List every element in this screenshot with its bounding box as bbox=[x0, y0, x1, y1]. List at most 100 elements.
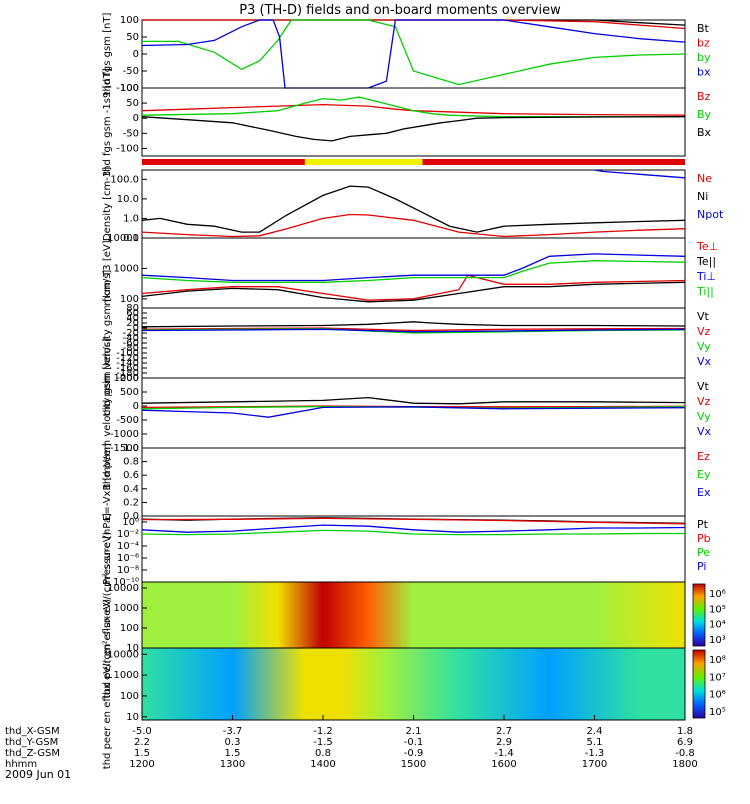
panel-frame-5 bbox=[141, 307, 686, 379]
ytick-label-5-8: -80 bbox=[123, 343, 139, 354]
ephem-value-3-6: 1800 bbox=[672, 759, 697, 770]
colorbar-tick-10-1: 10⁷ bbox=[709, 672, 726, 683]
colorbar-tick-9-2: 10⁴ bbox=[709, 620, 726, 631]
series-line-5-Vz bbox=[141, 327, 686, 332]
colorbar-tick-9-0: 10⁶ bbox=[709, 589, 726, 600]
series-line-5-Vt bbox=[141, 321, 686, 328]
ephem-value-1-3: -0.1 bbox=[404, 737, 424, 748]
panel-3: 100.0 10.0 1.0 0.1 Density [cm-3] Ne Ni Npot bbox=[102, 167, 724, 244]
ephem-label-1: thd_Y-GSM bbox=[5, 737, 58, 748]
mode-bar-segment-1 bbox=[304, 159, 423, 165]
ytick-label-7-4: 0.2 bbox=[123, 497, 139, 508]
ylabel-1: thd fgs gsm [nT] bbox=[102, 13, 113, 96]
ytick-label-8-0: 10⁰ bbox=[122, 517, 139, 528]
ephem-value-3-4: 1600 bbox=[491, 759, 516, 770]
ytick-label-6-4: -1000 bbox=[110, 429, 139, 440]
ytick-label-3-0: 100.0 bbox=[110, 174, 139, 185]
ytick-label-1-1: 50 bbox=[126, 32, 139, 43]
ytick-label-8-3: 10⁻⁶ bbox=[117, 553, 139, 564]
legend-1-1: bz bbox=[697, 37, 710, 50]
ephem-value-2-2: 0.8 bbox=[315, 748, 331, 759]
panel-9: 10⁶ 10⁵ 10⁴ 10³ 10000 1000 100 10 thd peir en ef… bbox=[102, 531, 726, 698]
ytick-label-2-4: -100 bbox=[116, 143, 139, 154]
ytick-label-7-1: 0.8 bbox=[123, 457, 139, 468]
ytick-label-8-1: 10⁻² bbox=[117, 529, 139, 540]
ephem-value-2-6: -0.8 bbox=[675, 748, 695, 759]
legend-6-3: Vx bbox=[697, 425, 712, 438]
legend-2-1: By bbox=[697, 108, 712, 121]
ephem-value-2-3: -0.9 bbox=[404, 748, 424, 759]
mode-bar-segment-2 bbox=[422, 159, 685, 165]
ytick-label-1-3: -50 bbox=[123, 66, 139, 77]
legend-4-0: Te⊥ bbox=[696, 240, 718, 253]
ytick-label-5-3: 20 bbox=[126, 318, 139, 329]
ephem-value-1-0: 2.2 bbox=[134, 737, 150, 748]
date-label: 2009 Jun 01 bbox=[5, 768, 71, 781]
ephem-value-1-2: -1.5 bbox=[313, 737, 333, 748]
legend-5-3: Vx bbox=[697, 355, 712, 368]
series-line-4-Ti⊥ bbox=[141, 253, 686, 282]
ytick-label-9-3: 10 bbox=[126, 643, 139, 654]
series-line-1-by bbox=[142, 19, 686, 86]
panel-4: 10000 1000 100 mom T3 [eV] Te⊥ Te|| Ti⊥ Ti|| bbox=[102, 233, 718, 309]
ephem-value-3-1: 1300 bbox=[220, 759, 245, 770]
series-line-5-Vx bbox=[141, 328, 686, 333]
ytick-label-8-5: 10⁻¹⁰ bbox=[113, 577, 139, 588]
legend-3-2: Npot bbox=[697, 208, 724, 221]
legend-8-3: Pi bbox=[697, 560, 706, 573]
panel-frame-1 bbox=[141, 19, 686, 89]
colorbar-tick-9-1: 10⁵ bbox=[709, 604, 726, 615]
ephem-value-3-5: 1700 bbox=[582, 759, 607, 770]
ephem-label-2: thd_Z-GSM bbox=[5, 748, 60, 759]
ephem-label-3: hhmm bbox=[5, 759, 37, 770]
ephem-value-2-4: -1.4 bbox=[494, 748, 514, 759]
series-line-4-Te|| bbox=[141, 281, 686, 303]
series-line-4-Ti|| bbox=[141, 260, 686, 283]
legend-8-2: Pe bbox=[697, 546, 710, 559]
ytick-label-6-1: 500 bbox=[120, 387, 139, 398]
legend-3-0: Ne bbox=[697, 172, 712, 185]
ytick-label-10-3: 10 bbox=[126, 712, 139, 723]
colorbar-9 bbox=[692, 583, 706, 647]
ytick-label-3-2: 1.0 bbox=[123, 213, 139, 224]
ytick-label-5-1: 60 bbox=[126, 308, 139, 319]
legend-4-1: Te|| bbox=[696, 255, 716, 268]
ytick-label-2-1: 50 bbox=[126, 98, 139, 109]
ytick-label-5-14: -200 bbox=[116, 373, 139, 384]
ylabel-7: E=-VxB [mV/m] bbox=[102, 443, 113, 521]
colorbar-tick-9-3: 10³ bbox=[709, 635, 726, 646]
ytick-label-6-5: -1500 bbox=[110, 443, 139, 454]
ephem-value-2-1: 1.5 bbox=[225, 748, 241, 759]
ephem-value-0-0: -5.0 bbox=[132, 726, 152, 737]
ephem-value-3-3: 1500 bbox=[401, 759, 426, 770]
ephem-value-1-5: 5.1 bbox=[587, 737, 603, 748]
ytick-label-3-3: 0.1 bbox=[123, 233, 139, 244]
ytick-label-7-0: 1.0 bbox=[123, 443, 139, 454]
ephem-value-3-0: 1200 bbox=[129, 759, 154, 770]
panel-frame-7 bbox=[141, 447, 686, 517]
series-line-6-Vt bbox=[141, 396, 686, 405]
ytick-label-5-10: -120 bbox=[116, 353, 139, 364]
ytick-label-4-2: 100 bbox=[120, 294, 139, 305]
ytick-label-5-0: 80 bbox=[126, 303, 139, 314]
colorbar-10 bbox=[692, 649, 706, 719]
ytick-label-5-9: -100 bbox=[116, 348, 139, 359]
ytick-label-2-3: -50 bbox=[123, 128, 139, 139]
colorbar-tick-10-0: 10⁸ bbox=[709, 655, 726, 666]
series-line-8-Pi bbox=[141, 524, 686, 533]
ytick-label-10-2: 100 bbox=[120, 691, 139, 702]
series-line-1-bz bbox=[142, 19, 686, 30]
ephem-value-1-4: 2.9 bbox=[496, 737, 512, 748]
ytick-label-4-0: 10000 bbox=[107, 233, 139, 244]
panel-frame-4 bbox=[141, 237, 686, 309]
legend-4-2: Ti⊥ bbox=[696, 270, 716, 283]
heatmap-spectrogram-9 bbox=[142, 582, 685, 648]
series-line-3-Ne bbox=[141, 213, 686, 238]
ephem-value-0-5: 2.4 bbox=[587, 726, 603, 737]
